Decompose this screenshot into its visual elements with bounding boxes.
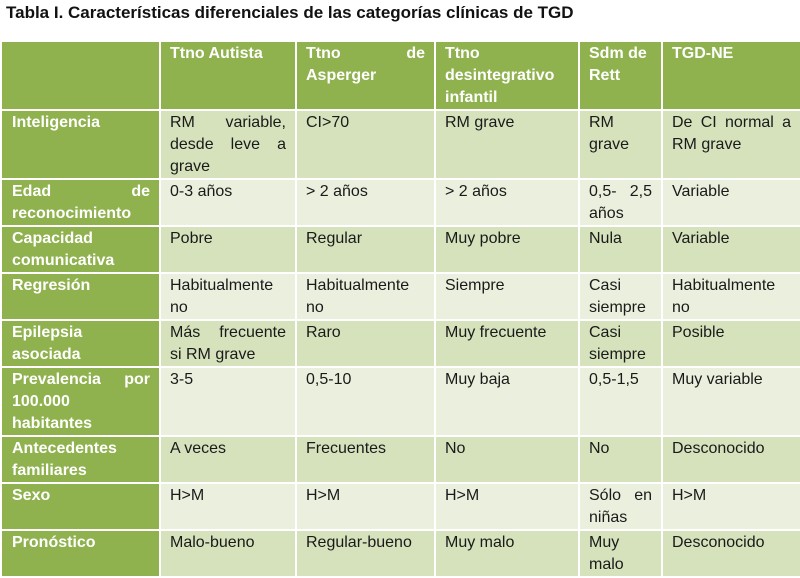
table-cell: H>M (295, 482, 436, 531)
table-cell: Variable (661, 178, 800, 227)
table-cell: Regular (295, 225, 436, 274)
row-header: Sexo (0, 482, 161, 531)
table-cell: Frecuentes (295, 435, 436, 484)
table-cell: 0,5-1,5 (578, 366, 663, 437)
table-cell: Muy variable (661, 366, 800, 437)
table-row: Capacidad comunicativa Pobre Regular Muy… (0, 225, 800, 274)
column-header-autista: Ttno Autista (159, 40, 297, 111)
table-title: Tabla I. Características diferenciales d… (6, 3, 574, 22)
row-header: Antecedentes familiares (0, 435, 161, 484)
table-cell: > 2 años (295, 178, 436, 227)
table-cell: Muy frecuente (434, 319, 580, 368)
table-cell: RM grave (578, 109, 663, 180)
table-cell: 3-5 (159, 366, 297, 437)
row-header: Edad de reconocimiento (0, 178, 161, 227)
table-row: Prevalencia por 100.000 habitantes 3-5 0… (0, 366, 800, 437)
table-row: Epilepsia asociada Más frecuente si RM g… (0, 319, 800, 368)
table-cell: Variable (661, 225, 800, 274)
table-cell: Desconocido (661, 435, 800, 484)
table-cell: 0,5- 2,5 años (578, 178, 663, 227)
table-cell: RM grave (434, 109, 580, 180)
row-header: Capacidad comunicativa (0, 225, 161, 274)
table-cell: No (578, 435, 663, 484)
table-cell: 0-3 años (159, 178, 297, 227)
clinical-categories-table: Ttno Autista Ttno de Asperger Ttno desin… (0, 40, 800, 578)
column-header-desintegrativo: Ttno desintegrativo infantil (434, 40, 580, 111)
row-header: Inteligencia (0, 109, 161, 180)
table-row: Antecedentes familiares A veces Frecuent… (0, 435, 800, 484)
table-row: Sexo H>M H>M H>M Sólo en niñas H>M (0, 482, 800, 531)
table-cell: De CI normal a RM grave (661, 109, 800, 180)
table-cell: A veces (159, 435, 297, 484)
table-cell: No (434, 435, 580, 484)
table-cell: Pobre (159, 225, 297, 274)
table-cell: Nula (578, 225, 663, 274)
column-header-rett: Sdm de Rett (578, 40, 663, 111)
table-corner-cell (0, 40, 161, 111)
column-header-asperger: Ttno de Asperger (295, 40, 436, 111)
table-cell: RM variable, desde leve a grave (159, 109, 297, 180)
table-cell: Casi siempre (578, 319, 663, 368)
table-cell: Sólo en niñas (578, 482, 663, 531)
table-cell: H>M (661, 482, 800, 531)
table-cell: Más frecuente si RM grave (159, 319, 297, 368)
table-row: Edad de reconocimiento 0-3 años > 2 años… (0, 178, 800, 227)
table-cell: CI>70 (295, 109, 436, 180)
row-header: Regresión (0, 272, 161, 321)
table-cell: H>M (434, 482, 580, 531)
table-cell: Raro (295, 319, 436, 368)
table-cell: 0,5-10 (295, 366, 436, 437)
table-cell: Posible (661, 319, 800, 368)
table-cell: Habitualmente no (295, 272, 436, 321)
table-cell: Siempre (434, 272, 580, 321)
table-cell: Muy baja (434, 366, 580, 437)
row-header: Epilepsia asociada (0, 319, 161, 368)
table-cell: Habitualmente no (661, 272, 800, 321)
table-cell: Casi siempre (578, 272, 663, 321)
table-cell: H>M (159, 482, 297, 531)
table-row: Inteligencia RM variable, desde leve a g… (0, 109, 800, 180)
table-row: Regresión Habitualmente no Habitualmente… (0, 272, 800, 321)
column-header-tgd-ne: TGD-NE (661, 40, 800, 111)
table-cell: Muy pobre (434, 225, 580, 274)
row-header: Prevalencia por 100.000 habitantes (0, 366, 161, 437)
table-cell: Habitualmente no (159, 272, 297, 321)
table-cell: > 2 años (434, 178, 580, 227)
